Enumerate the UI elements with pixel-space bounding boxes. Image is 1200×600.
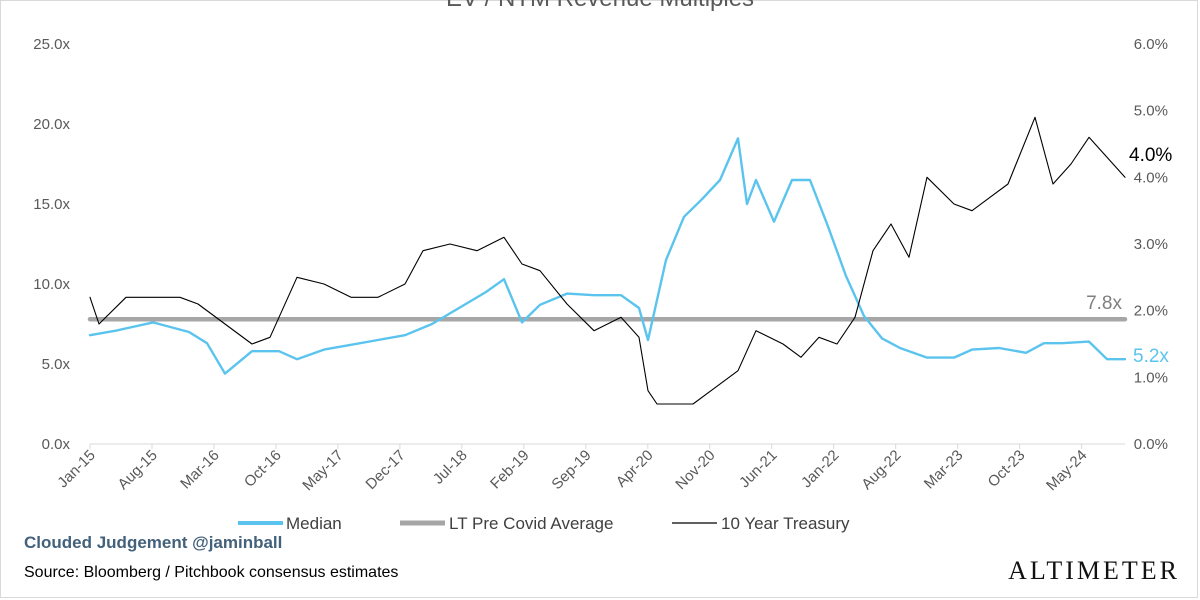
y-right-tick-label: 0.0% [1134, 436, 1168, 453]
x-tick-label: Aug-15 [115, 447, 161, 493]
y-left-tick-label: 10.0x [33, 276, 70, 293]
y-left-tick-label: 0.0x [42, 436, 71, 453]
median-end-label: 5.2x [1133, 346, 1169, 367]
x-tick-label: Jul-18 [430, 447, 471, 488]
legend-label-median: Median [286, 514, 342, 533]
x-tick-label: Dec-17 [362, 447, 408, 493]
series-layer [87, 116, 1128, 405]
chart-title: EV / NTM Revenue Multiples [446, 0, 754, 12]
series-line-median [88, 137, 1127, 375]
y-right-tick-label: 6.0% [1134, 36, 1168, 53]
lt-average-label: 7.8x [1086, 293, 1122, 314]
y-left-tick-label: 25.0x [33, 36, 70, 53]
series-line-10-year-treasury [89, 116, 1126, 405]
source-text: Source: Bloomberg / Pitchbook consensus … [24, 564, 399, 581]
x-tick-label: Apr-20 [613, 447, 657, 491]
legend: Median LT Pre Covid Average 10 Year Trea… [238, 514, 850, 533]
x-tick-label: Mar-23 [921, 447, 967, 493]
y-right-tick-label: 2.0% [1134, 303, 1168, 320]
legend-label-lt-average: LT Pre Covid Average [449, 514, 613, 533]
treasury-end-label: 4.0% [1129, 145, 1172, 166]
legend-item-median: Median [238, 514, 342, 533]
x-tick-label: Feb-19 [487, 447, 533, 493]
y-axis-right-ticks: 0.0% 1.0% 2.0% 3.0% 4.0% 5.0% 6.0% [1134, 36, 1168, 453]
x-tick-label: Jan-15 [54, 447, 98, 491]
y-right-tick-label: 1.0% [1134, 369, 1168, 386]
x-tick-label: Nov-20 [672, 447, 718, 493]
legend-item-treasury: 10 Year Treasury [672, 514, 850, 533]
x-tick-label: Aug-22 [858, 447, 904, 493]
y-right-tick-label: 4.0% [1134, 169, 1168, 186]
y-left-tick-label: 15.0x [33, 196, 70, 213]
x-tick-label: May-24 [1043, 447, 1090, 494]
x-tick-label: May-17 [299, 447, 346, 494]
x-tick-label: Jan-22 [798, 447, 842, 491]
y-left-tick-label: 5.0x [42, 356, 71, 373]
x-tick-label: Mar-16 [177, 447, 223, 493]
x-tick-label: Oct-23 [985, 447, 1029, 491]
end-annotations: 7.8x 5.2x 4.0% [1086, 145, 1172, 367]
y-right-tick-label: 5.0% [1134, 103, 1168, 120]
y-axis-left-ticks: 0.0x 5.0x 10.0x 15.0x 20.0x 25.0x [33, 36, 70, 453]
x-tick-label: Sep-19 [548, 447, 594, 493]
legend-label-treasury: 10 Year Treasury [721, 514, 850, 533]
credit-text: Clouded Judgement @jaminball [24, 533, 283, 552]
y-right-tick-label: 3.0% [1134, 236, 1168, 253]
y-left-tick-label: 20.0x [33, 116, 70, 133]
altimeter-logo: ALTIMETER [1008, 556, 1180, 585]
x-axis-ticks: Jan-15 Aug-15 Mar-16 Oct-16 May-17 Dec-17 Jul-… [54, 444, 1090, 494]
legend-item-lt-average: LT Pre Covid Average [400, 514, 613, 533]
x-tick-label: Oct-16 [241, 447, 285, 491]
x-tick-label: Jun-21 [736, 447, 780, 491]
